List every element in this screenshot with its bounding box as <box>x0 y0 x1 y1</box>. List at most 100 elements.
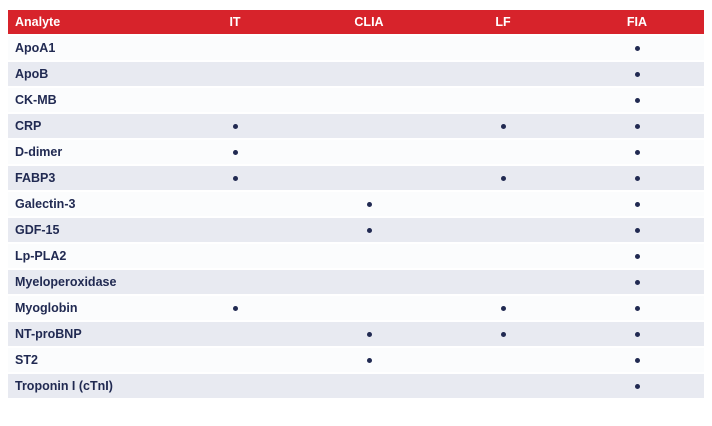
method-cell-it <box>168 322 302 346</box>
analyte-methods-table: Analyte IT CLIA LF FIA ApoA1 ApoB CK-MB … <box>8 8 704 400</box>
method-cell-fia <box>570 244 704 268</box>
method-cell-lf <box>436 348 570 372</box>
analyte-label: Lp-PLA2 <box>15 249 67 263</box>
analyte-cell: Lp-PLA2 <box>8 244 168 268</box>
analyte-cell: CK-MB <box>8 88 168 112</box>
method-cell-it <box>168 270 302 294</box>
method-cell-lf <box>436 192 570 216</box>
analyte-methods-page: Analyte IT CLIA LF FIA ApoA1 ApoB CK-MB … <box>8 8 704 400</box>
method-cell-lf <box>436 88 570 112</box>
dot-marker <box>232 124 238 130</box>
analyte-cell: Troponin I (cTnI) <box>8 374 168 398</box>
analyte-label: Myeloperoxidase <box>15 275 117 289</box>
table-row: Myoglobin <box>8 296 704 320</box>
dot-marker <box>634 306 640 312</box>
method-cell-fia <box>570 322 704 346</box>
method-cell-fia <box>570 36 704 60</box>
dot-marker <box>232 150 238 156</box>
dot-marker <box>232 176 238 182</box>
table-row: CRP <box>8 114 704 138</box>
analyte-cell: D-dimer <box>8 140 168 164</box>
method-cell-fia <box>570 296 704 320</box>
dot-marker <box>634 46 640 52</box>
table-body: ApoA1 ApoB CK-MB CRP D-dimer FABP3 <box>8 36 704 398</box>
analyte-label: FABP3 <box>15 171 56 185</box>
method-cell-lf <box>436 322 570 346</box>
method-cell-lf <box>436 36 570 60</box>
table-row: ApoA1 <box>8 36 704 60</box>
dot-marker <box>500 124 506 130</box>
method-cell-fia <box>570 374 704 398</box>
dot-marker <box>500 306 506 312</box>
dot-marker <box>634 332 640 338</box>
table-row: Myeloperoxidase <box>8 270 704 294</box>
dot-marker <box>634 228 640 234</box>
method-cell-lf <box>436 166 570 190</box>
method-cell-lf <box>436 270 570 294</box>
dot-marker <box>500 176 506 182</box>
analyte-cell: ST2 <box>8 348 168 372</box>
analyte-label: D-dimer <box>15 145 63 159</box>
analyte-cell: Myoglobin <box>8 296 168 320</box>
analyte-cell: FABP3 <box>8 166 168 190</box>
method-cell-lf <box>436 218 570 242</box>
method-cell-clia <box>302 88 436 112</box>
analyte-cell: Myeloperoxidase <box>8 270 168 294</box>
dot-marker <box>366 358 372 364</box>
method-cell-lf <box>436 140 570 164</box>
method-cell-fia <box>570 114 704 138</box>
method-cell-it <box>168 244 302 268</box>
table-header: Analyte IT CLIA LF FIA <box>8 10 704 34</box>
analyte-label: ApoB <box>15 67 49 81</box>
method-cell-clia <box>302 322 436 346</box>
method-cell-clia <box>302 114 436 138</box>
table-row: FABP3 <box>8 166 704 190</box>
method-cell-it <box>168 218 302 242</box>
table-header-row: Analyte IT CLIA LF FIA <box>8 10 704 34</box>
column-header-clia: CLIA <box>302 10 436 34</box>
method-cell-clia <box>302 244 436 268</box>
method-cell-it <box>168 140 302 164</box>
analyte-label: ApoA1 <box>15 41 56 55</box>
table-row: Lp-PLA2 <box>8 244 704 268</box>
dot-marker <box>500 332 506 338</box>
analyte-cell: ApoB <box>8 62 168 86</box>
dot-marker <box>634 202 640 208</box>
analyte-cell: NT-proBNP <box>8 322 168 346</box>
dot-marker <box>366 202 372 208</box>
method-cell-fia <box>570 348 704 372</box>
method-cell-fia <box>570 270 704 294</box>
dot-marker <box>634 280 640 286</box>
method-cell-it <box>168 374 302 398</box>
analyte-cell: GDF-15 <box>8 218 168 242</box>
method-cell-it <box>168 166 302 190</box>
method-cell-it <box>168 348 302 372</box>
analyte-label: Myoglobin <box>15 301 78 315</box>
analyte-cell: CRP <box>8 114 168 138</box>
column-header-it: IT <box>168 10 302 34</box>
analyte-label: ST2 <box>15 353 38 367</box>
method-cell-fia <box>570 88 704 112</box>
table-row: Galectin-3 <box>8 192 704 216</box>
dot-marker <box>634 176 640 182</box>
method-cell-clia <box>302 36 436 60</box>
method-cell-it <box>168 192 302 216</box>
analyte-label: NT-proBNP <box>15 327 82 341</box>
method-cell-clia <box>302 296 436 320</box>
column-header-lf: LF <box>436 10 570 34</box>
method-cell-fia <box>570 192 704 216</box>
table-row: D-dimer <box>8 140 704 164</box>
table-row: ST2 <box>8 348 704 372</box>
table-row: Troponin I (cTnI) <box>8 374 704 398</box>
method-cell-clia <box>302 62 436 86</box>
method-cell-clia <box>302 348 436 372</box>
table-row: GDF-15 <box>8 218 704 242</box>
dot-marker <box>366 332 372 338</box>
method-cell-clia <box>302 374 436 398</box>
analyte-label: Troponin I (cTnI) <box>15 379 113 393</box>
table-row: CK-MB <box>8 88 704 112</box>
method-cell-it <box>168 296 302 320</box>
dot-marker <box>634 72 640 78</box>
analyte-label: CRP <box>15 119 42 133</box>
method-cell-clia <box>302 192 436 216</box>
